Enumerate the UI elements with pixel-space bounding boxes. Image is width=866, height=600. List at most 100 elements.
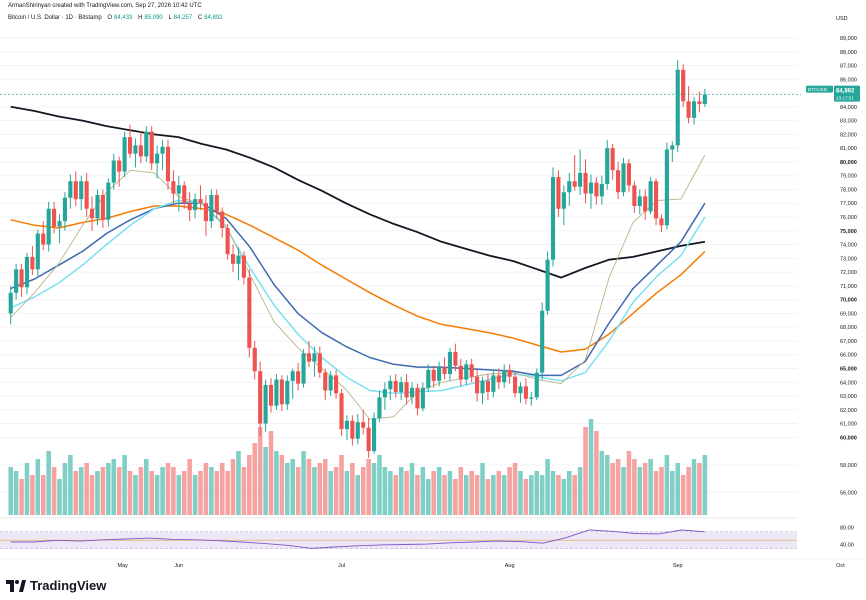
volume-bar (691, 459, 697, 515)
candle-body (100, 194, 105, 220)
tradingview-logo[interactable]: TradingView (6, 578, 106, 593)
candle-body (632, 185, 637, 206)
candle-body (420, 387, 425, 409)
candle-body (426, 369, 431, 388)
volume-bar (171, 467, 176, 515)
candle-body (648, 181, 653, 212)
volume-bar (431, 471, 436, 515)
candle-body (290, 371, 295, 381)
volume-bar (263, 447, 268, 515)
ohlc-low-key: L (168, 15, 172, 21)
volume-bar (274, 451, 279, 515)
candle-body (540, 310, 545, 373)
candle-body (312, 353, 317, 362)
volume-bar (176, 475, 182, 515)
rsi-line (10, 529, 705, 549)
x-axis-month-label: Aug (505, 563, 515, 569)
candle-body (73, 181, 78, 200)
volume-bar (610, 463, 615, 515)
candle-body (138, 145, 143, 157)
volume-bar (111, 459, 117, 515)
y-axis-tick-label: 81,000 (840, 146, 857, 152)
candle-body (144, 131, 149, 157)
volume-bar (583, 427, 588, 515)
candle-body (643, 196, 648, 212)
candle-body (502, 369, 507, 383)
candle-body (382, 389, 387, 398)
volume-bar (567, 471, 572, 515)
candle-body (19, 269, 24, 288)
candle-body (203, 203, 209, 222)
volume-bar (480, 463, 485, 515)
x-axis-month-label: Sep (673, 563, 683, 569)
volume-bar (496, 471, 502, 515)
y-axis-tick-label: 68,000 (840, 325, 857, 331)
candle-body (491, 375, 496, 392)
candle-body (57, 221, 62, 227)
candle-body (675, 69, 680, 146)
candle-body (512, 376, 518, 394)
x-axis-month-label: May (118, 563, 129, 569)
volume-bar (491, 475, 496, 515)
candle-body (35, 233, 40, 270)
candle-body (263, 385, 268, 424)
candle-body (46, 208, 51, 245)
candle-body (198, 199, 203, 204)
candle-body (572, 181, 577, 187)
y-axis-tick-label: 58,000 (840, 463, 857, 469)
candle-body (274, 379, 279, 406)
candle-body (225, 228, 230, 255)
volume-bar (46, 451, 51, 515)
candle-body (296, 371, 301, 384)
y-axis-tick-label: 84,000 (840, 105, 857, 111)
candle-body (193, 199, 198, 211)
candle-body (567, 181, 572, 193)
volume-bar (594, 431, 599, 515)
volume-bar (219, 463, 225, 515)
candle-body (431, 369, 436, 381)
volume-bar (686, 467, 691, 515)
candle-body (187, 203, 192, 211)
volume-bar (572, 475, 577, 515)
candle-body (659, 218, 664, 226)
candle-body (323, 372, 328, 391)
volume-bar (599, 451, 605, 515)
ohlc-open-key: O (107, 15, 113, 21)
volume-bar (13, 471, 19, 515)
candle-body (583, 172, 588, 194)
candle-body (230, 254, 236, 264)
candle-body (480, 380, 485, 394)
rsi-axis-label: 40.00 (840, 543, 854, 549)
volume-bar (62, 463, 68, 515)
volume-bar (339, 455, 344, 515)
candle-body (301, 353, 306, 384)
volume-bar (144, 459, 149, 515)
volume-bar (160, 467, 165, 515)
candle-body (578, 172, 583, 187)
y-axis-tick-label: 64,000 (840, 380, 857, 386)
volume-bar (442, 475, 447, 515)
candle-body (664, 149, 669, 226)
candle-body (30, 256, 35, 270)
ticker-tag-box (806, 85, 833, 93)
volume-bar (181, 471, 187, 515)
y-axis-tick-label: 74,000 (840, 243, 857, 249)
candle-body (388, 380, 393, 390)
tradingview-logo-icon (6, 579, 26, 592)
y-axis-tick-label: 72,000 (840, 270, 857, 276)
volume-bar (138, 467, 144, 515)
candle-body (686, 101, 691, 118)
volume-bar (51, 467, 57, 515)
volume-bar (8, 467, 13, 515)
volume-bar (247, 455, 252, 515)
volume-bar (371, 463, 377, 515)
candle-body (285, 380, 290, 405)
candle-body (447, 351, 453, 374)
volume-bar (588, 419, 594, 515)
volume-bar (350, 463, 355, 515)
y-axis-tick-label: 79,000 (840, 174, 857, 180)
volume-bar (57, 479, 62, 515)
candle-body (317, 353, 322, 373)
volume-bar (116, 467, 122, 515)
